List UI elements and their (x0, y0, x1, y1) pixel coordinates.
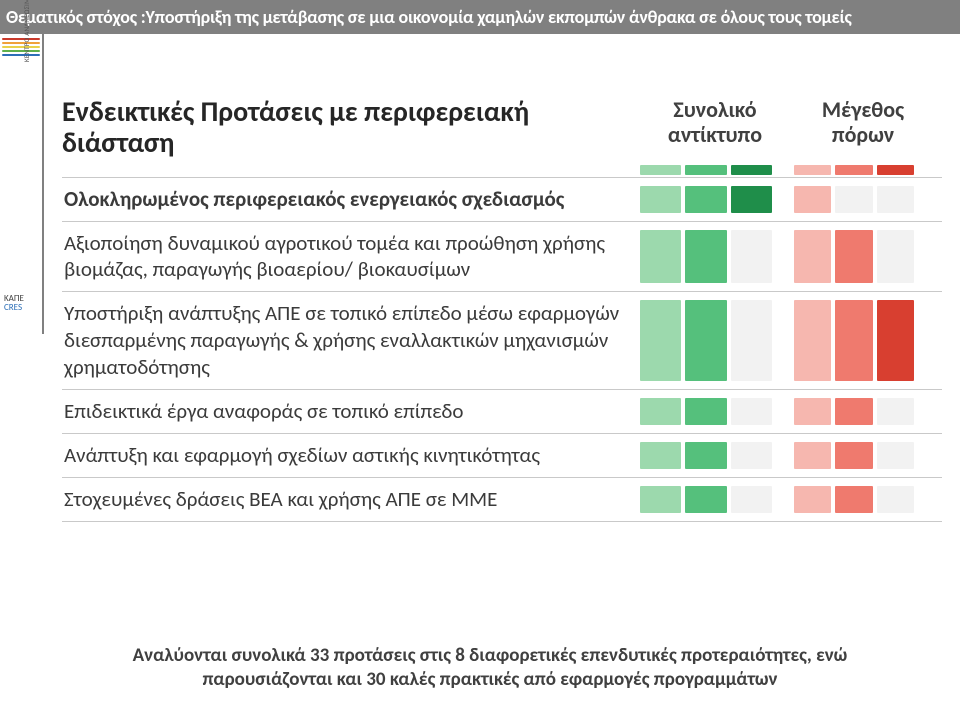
content-area: Ενδεικτικές Προτάσεις με περιφερειακή δι… (62, 96, 942, 522)
logo-mark-line2: CRES (4, 303, 24, 312)
impact-cell (685, 300, 726, 381)
size-cell (877, 300, 914, 381)
size-cell (877, 230, 914, 284)
footer-line-1: Αναλύονται συνολικά 33 προτάσεις στις 8 … (133, 644, 848, 667)
footer-line-2: παρουσιάζονται και 30 καλές πρακτικές απ… (203, 668, 778, 691)
logo-vertical-label: ΚΕΝΤΡΟ ΑΝΑΝΕΩΣΙΜΩΝ ΠΗΓΩΝ ΚΑΙ ΕΞΟΙΚΟΝΟΜΗΣ… (22, 0, 31, 62)
row-gap (774, 222, 792, 292)
size-cell (794, 230, 831, 284)
size-cell (835, 398, 872, 425)
size-cells (792, 178, 916, 221)
table-row: Ολοκληρωμένος περιφερειακός ενεργειακός … (62, 177, 942, 221)
logo-stripe (2, 46, 40, 48)
strip-gap (774, 165, 792, 175)
row-gap (774, 292, 792, 389)
table-row: Υποστήριξη ανάπτυξης ΑΠΕ σε τοπικό επίπε… (62, 291, 942, 389)
logo-stripes (2, 36, 40, 58)
table-header: Ενδεικτικές Προτάσεις με περιφερειακή δι… (62, 96, 942, 159)
impact-cell (731, 300, 772, 381)
size-chip-low (794, 165, 831, 175)
impact-cell (685, 442, 726, 469)
row-label: Υποστήριξη ανάπτυξης ΑΠΕ σε τοπικό επίπε… (62, 292, 638, 389)
impact-cell (731, 230, 772, 284)
size-cell (835, 486, 872, 513)
logo-stripe (2, 50, 40, 52)
impact-cell (640, 230, 681, 284)
row-label: Ανάπτυξη και εφαρμογή σχεδίων αστικής κι… (62, 434, 638, 477)
impact-cell (640, 442, 681, 469)
logo-stripe (2, 38, 40, 40)
row-gap (774, 478, 792, 521)
size-cells (792, 478, 916, 521)
impact-cell (685, 186, 726, 213)
table-row: Στοχευμένες δράσεις ΒΕΑ και χρήσης ΑΠΕ σ… (62, 477, 942, 522)
logo-strip: ΚΕΝΤΡΟ ΑΝΑΝΕΩΣΙΜΩΝ ΠΗΓΩΝ ΚΑΙ ΕΞΟΙΚΟΝΟΜΗΣ… (0, 34, 44, 334)
impact-cells (638, 478, 774, 521)
header-size: Μέγεθος πόρων (792, 96, 934, 149)
impact-cells (638, 178, 774, 221)
size-cell (835, 442, 872, 469)
impact-cell (685, 230, 726, 284)
size-cell (835, 230, 872, 284)
row-label: Αξιοποίηση δυναμικού αγροτικού τομέα και… (62, 222, 638, 292)
impact-cell (640, 398, 681, 425)
row-gap (774, 390, 792, 433)
size-cell (877, 186, 914, 213)
scale-strip (62, 165, 942, 175)
header-title: Ενδεικτικές Προτάσεις με περιφερειακή δι… (62, 96, 638, 159)
strip-spacer (62, 165, 638, 175)
logo-mark: ΚΑΠΕ CRES (4, 294, 24, 313)
row-label: Επιδεικτικά έργα αναφοράς σε τοπικό επίπ… (62, 390, 638, 433)
row-label: Στοχευμένες δράσεις ΒΕΑ και χρήσης ΑΠΕ σ… (62, 478, 638, 521)
size-cell (794, 300, 831, 381)
impact-cell (731, 398, 772, 425)
size-chip-mid (835, 165, 872, 175)
impact-cell (640, 486, 681, 513)
impact-cell (731, 486, 772, 513)
page-title: Θεματικός στόχος :Υποστήριξη της μετάβασ… (6, 6, 852, 28)
impact-cell (685, 486, 726, 513)
logo-stripe (2, 54, 40, 56)
impact-cell (731, 442, 772, 469)
row-gap (774, 178, 792, 221)
impact-chip-mid (685, 165, 726, 175)
size-cell (794, 186, 831, 213)
impact-cell (640, 186, 681, 213)
table-row: Αξιοποίηση δυναμικού αγροτικού τομέα και… (62, 221, 942, 292)
size-cell (877, 442, 914, 469)
header-impact: Συνολικό αντίκτυπο (638, 96, 792, 149)
size-cell (794, 398, 831, 425)
impact-cell (685, 398, 726, 425)
slide: Θεματικός στόχος :Υποστήριξη της μετάβασ… (0, 0, 960, 711)
size-cell (794, 486, 831, 513)
impact-chip-low (640, 165, 681, 175)
row-gap (774, 434, 792, 477)
size-cell (835, 186, 872, 213)
impact-scale-chips (638, 165, 774, 175)
impact-cells (638, 390, 774, 433)
footer-note: Αναλύονται συνολικά 33 προτάσεις στις 8 … (110, 644, 870, 693)
size-cells (792, 390, 916, 433)
size-scale-chips (792, 165, 916, 175)
impact-cells (638, 434, 774, 477)
size-chip-high (877, 165, 914, 175)
size-cell (877, 398, 914, 425)
size-cell (835, 300, 872, 381)
page-title-banner: Θεματικός στόχος :Υποστήριξη της μετάβασ… (0, 0, 960, 34)
impact-chip-high (731, 165, 772, 175)
size-cell (794, 442, 831, 469)
impact-cells (638, 292, 774, 389)
size-cell (877, 486, 914, 513)
impact-cell (731, 186, 772, 213)
table-row: Επιδεικτικά έργα αναφοράς σε τοπικό επίπ… (62, 389, 942, 433)
table-row: Ανάπτυξη και εφαρμογή σχεδίων αστικής κι… (62, 433, 942, 477)
size-cells (792, 292, 916, 389)
logo-stripe (2, 42, 40, 44)
size-cells (792, 434, 916, 477)
row-label: Ολοκληρωμένος περιφερειακός ενεργειακός … (62, 178, 638, 221)
impact-cell (640, 300, 681, 381)
table-body: Ολοκληρωμένος περιφερειακός ενεργειακός … (62, 177, 942, 522)
size-cells (792, 222, 916, 292)
impact-cells (638, 222, 774, 292)
